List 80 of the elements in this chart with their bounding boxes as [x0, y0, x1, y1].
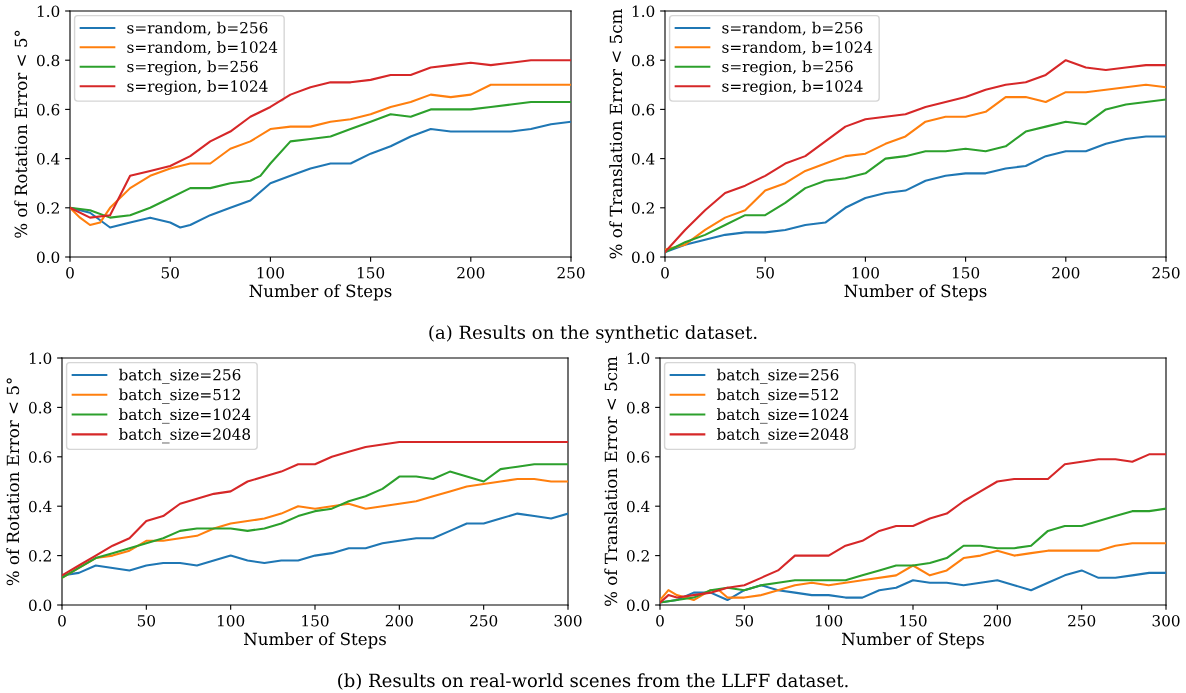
- x-tick-label: 50: [735, 614, 754, 627]
- legend-label: batch_size=1024: [118, 408, 251, 424]
- text: (a) Results on the synthetic dataset.: [429, 325, 757, 343]
- x-tick-label: 200: [983, 614, 1011, 627]
- x-tick-label: 200: [457, 266, 485, 279]
- y-tick-label: 0.2: [626, 550, 649, 562]
- x-tick-label: 250: [557, 266, 585, 279]
- x-tick-label: 0: [661, 266, 669, 279]
- y-tick-label: 1.0: [632, 5, 655, 18]
- y-tick-label: 0.8: [28, 401, 52, 414]
- line-series: [660, 542, 1166, 602]
- y-tick-label: 0.0: [631, 251, 655, 264]
- legend-label: s=random, b=256: [722, 21, 863, 36]
- legend-label: s=region, b=1024: [722, 80, 863, 96]
- y-tick-label: 0.0: [28, 599, 52, 612]
- y-axis-title: % of Rotation Error < 5°: [6, 378, 20, 586]
- line-series: [70, 59, 571, 219]
- x-tick-label: 50: [161, 266, 179, 279]
- x-tick-label: 250: [470, 614, 498, 627]
- y-tick-label: 0.2: [631, 202, 654, 214]
- x-tick-label: 300: [554, 614, 582, 627]
- line-series: [665, 135, 1166, 254]
- legend-label: batch_size=512: [118, 388, 240, 404]
- x-axis-title: Number of Steps: [244, 632, 386, 649]
- x-tick-label: 0: [58, 614, 66, 627]
- y-tick-label: 0.4: [631, 153, 655, 165]
- x-tick-label: 100: [852, 266, 879, 279]
- x-axis-title: Number of Steps: [249, 284, 392, 301]
- legend-label: s=region, b=256: [722, 60, 853, 76]
- legend-label: batch_size=2048: [716, 428, 849, 444]
- y-tick-label: 0.6: [28, 451, 52, 463]
- y-tick-label: 0.8: [36, 54, 60, 67]
- y-tick-label: 0.8: [626, 401, 650, 414]
- y-tick-label: 1.0: [627, 352, 650, 365]
- y-axis-title: % of Translation Error < 5cm: [609, 9, 623, 259]
- line-series: [70, 100, 571, 219]
- text: (b) Results on real-world scenes from the LLFF dataset.: [338, 673, 848, 690]
- legend-label: batch_size=1024: [716, 408, 849, 424]
- legend-label: batch_size=256: [716, 368, 839, 384]
- x-axis-title: Number of Steps: [844, 284, 987, 301]
- legend-label: s=random, b=256: [127, 21, 268, 36]
- y-tick-label: 0.2: [36, 202, 59, 214]
- legend-label: batch_size=256: [118, 368, 241, 384]
- y-axis-title: % of Translation Error < 5cm: [604, 356, 618, 606]
- y-tick-label: 1.0: [29, 352, 52, 365]
- x-tick-label: 150: [357, 266, 385, 279]
- legend-label: s=random, b=1024: [722, 41, 873, 55]
- y-tick-label: 0.0: [36, 251, 60, 264]
- y-tick-label: 0.6: [631, 103, 655, 116]
- y-tick-label: 0.6: [626, 451, 650, 463]
- legend-label: batch_size=512: [716, 388, 838, 404]
- y-tick-label: 0.0: [626, 599, 650, 612]
- x-tick-label: 150: [900, 614, 927, 627]
- x-tick-label: 150: [302, 614, 329, 627]
- x-tick-label: 50: [137, 614, 156, 627]
- x-tick-label: 200: [385, 614, 413, 627]
- x-tick-label: 100: [217, 614, 245, 627]
- legend-label: s=random, b=1024: [127, 41, 278, 55]
- legend-label: batch_size=2048: [118, 428, 251, 444]
- x-tick-label: 0: [66, 266, 74, 279]
- y-tick-label: 0.2: [28, 550, 51, 562]
- x-tick-label: 0: [656, 614, 664, 627]
- y-axis-title: % of Rotation Error < 5°: [14, 30, 28, 238]
- y-tick-label: 0.6: [36, 103, 60, 116]
- x-tick-label: 250: [1152, 266, 1180, 279]
- y-tick-label: 0.4: [28, 500, 52, 513]
- x-tick-label: 100: [815, 614, 843, 627]
- x-tick-label: 300: [1152, 614, 1180, 627]
- y-tick-label: 0.4: [626, 500, 650, 513]
- y-tick-label: 0.8: [631, 54, 655, 67]
- x-tick-label: 250: [1068, 614, 1096, 627]
- x-tick-label: 150: [952, 266, 980, 279]
- legend-label: s=region, b=1024: [127, 80, 268, 96]
- x-tick-label: 200: [1052, 266, 1080, 279]
- x-tick-label: 50: [756, 266, 774, 279]
- y-tick-label: 0.4: [36, 153, 60, 165]
- x-tick-label: 100: [257, 266, 284, 279]
- x-axis-title: Number of Steps: [842, 632, 984, 649]
- legend-label: s=region, b=256: [127, 60, 258, 76]
- y-tick-label: 1.0: [37, 5, 60, 18]
